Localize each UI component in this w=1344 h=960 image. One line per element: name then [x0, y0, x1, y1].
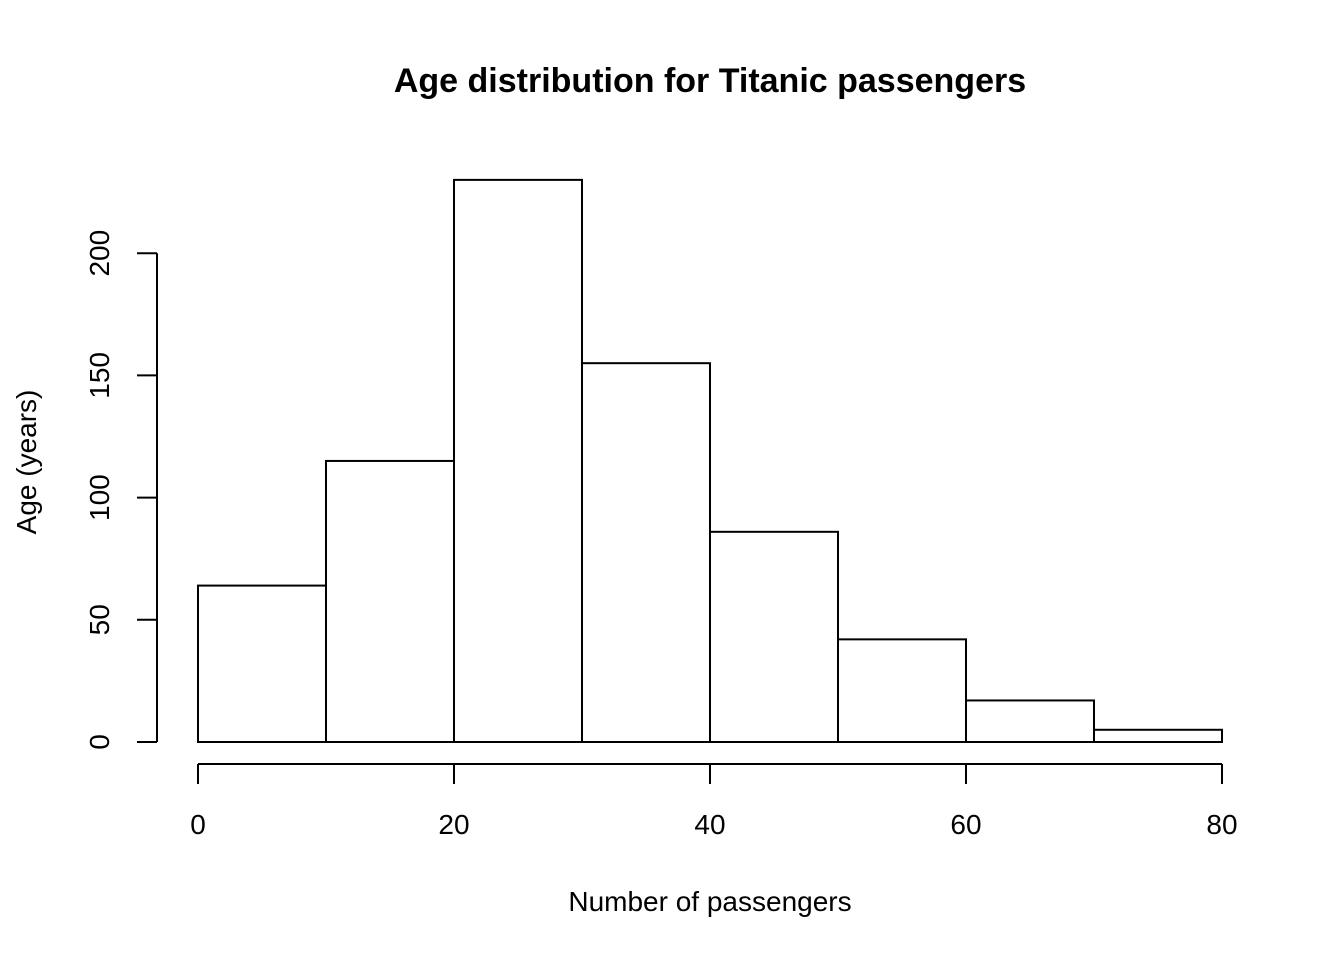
x-tick-label: 80	[1206, 809, 1237, 840]
y-axis: 0 50 100 150 200	[84, 230, 158, 750]
x-tick-label: 20	[438, 809, 469, 840]
x-tick-label: 60	[950, 809, 981, 840]
x-axis-label: Number of passengers	[568, 886, 851, 917]
x-tick-label: 40	[694, 809, 725, 840]
histogram-bar	[197, 584, 327, 743]
histogram-bar	[837, 638, 967, 743]
histogram-bar	[453, 178, 583, 743]
y-tick-label: 200	[84, 230, 115, 277]
histogram-bar	[709, 530, 839, 743]
chart-title: Age distribution for Titanic passengers	[394, 62, 1026, 100]
histogram-bar	[581, 362, 711, 743]
histogram-bar	[325, 459, 455, 743]
y-tick-label: 150	[84, 352, 115, 399]
x-axis: 0 20 40 60 80	[190, 763, 1238, 840]
y-tick-label: 100	[84, 474, 115, 521]
x-tick-label: 0	[190, 809, 206, 840]
y-tick-label: 50	[84, 604, 115, 635]
bars-group	[197, 178, 1223, 744]
y-axis-label: Age (years)	[11, 390, 42, 535]
histogram-bar	[965, 699, 1095, 744]
y-tick-label: 0	[84, 734, 115, 750]
histogram-bar	[1093, 728, 1223, 744]
